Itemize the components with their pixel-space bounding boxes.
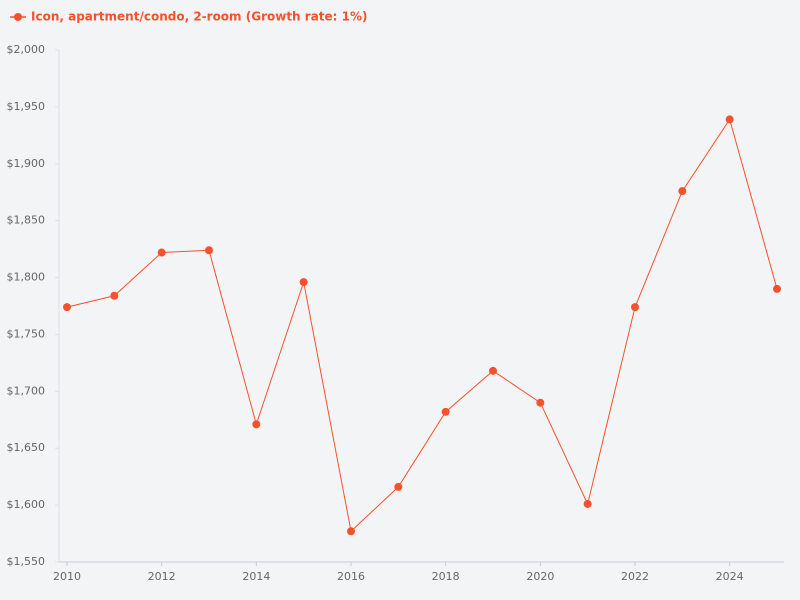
data-point [631, 303, 639, 312]
y-tick-label: $1,800 [7, 271, 46, 284]
y-tick-label: $1,600 [7, 498, 46, 511]
y-tick-label: $1,950 [7, 100, 46, 113]
x-tick-label: 2022 [621, 570, 649, 583]
y-tick-label: $2,000 [7, 43, 46, 56]
data-point [489, 366, 497, 375]
x-tick-label: 2016 [337, 570, 365, 583]
data-point [205, 246, 213, 255]
data-point [773, 284, 781, 293]
x-tick-label: 2010 [53, 570, 81, 583]
data-point [299, 278, 308, 287]
y-tick-label: $1,700 [7, 384, 46, 397]
x-tick-label: 2020 [526, 570, 554, 583]
x-tick-label: 2024 [716, 570, 744, 583]
legend-text: Icon, apartment/condo, 2-room (Growth ra… [31, 10, 368, 24]
y-tick-label: $1,750 [7, 327, 46, 340]
data-point [441, 407, 450, 416]
data-point [157, 248, 166, 257]
x-tick-label: 2018 [432, 570, 460, 583]
data-point [725, 115, 734, 124]
y-tick-label: $1,650 [7, 441, 46, 454]
data-point [678, 187, 687, 196]
data-point [583, 499, 592, 508]
data-point [110, 291, 119, 300]
data-point [347, 527, 355, 536]
y-tick-label: $1,550 [7, 555, 46, 568]
y-tick-label: $1,850 [7, 214, 46, 227]
y-tick-label: $1,900 [7, 157, 46, 170]
data-point [536, 398, 545, 407]
data-point [394, 482, 403, 491]
x-tick-label: 2012 [148, 570, 176, 583]
legend-marker [14, 13, 22, 21]
series-line [66, 118, 778, 533]
data-point [63, 303, 71, 312]
x-tick-label: 2014 [242, 570, 270, 583]
data-point [252, 420, 261, 429]
